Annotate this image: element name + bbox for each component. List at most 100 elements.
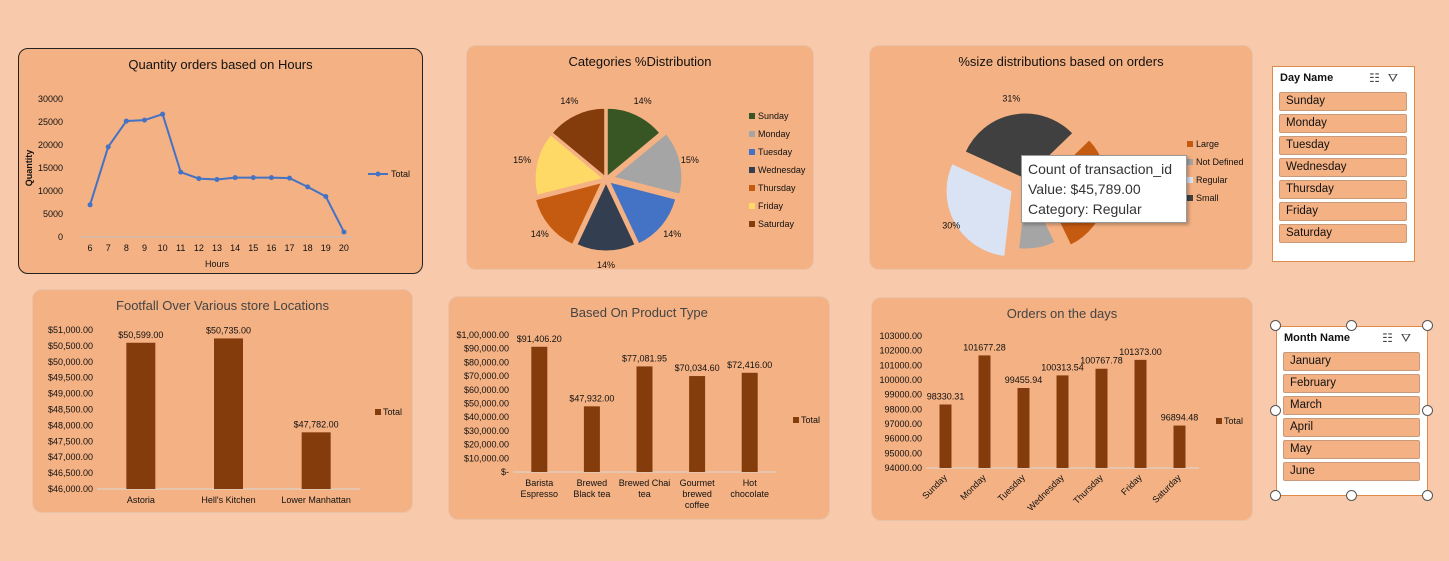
y-tick-label: 94000.00 (884, 463, 922, 473)
bar-astoria[interactable] (126, 343, 155, 489)
bar-barista-espresso[interactable] (531, 347, 547, 472)
legend-swatch (749, 149, 755, 155)
x-tick-label: 9 (142, 243, 147, 253)
resize-handle-bottom-left[interactable] (1270, 490, 1281, 501)
y-tick-label: $49,000.00 (48, 389, 93, 399)
day-slicer-item-tuesday[interactable]: Tuesday (1279, 136, 1407, 155)
y-tick-label: $- (501, 467, 509, 477)
categories-chart-panel[interactable]: Categories %Distribution 14% 15% 14% 14% 14%… (466, 45, 814, 270)
product-chart-panel[interactable]: Based On Product Type $- $10,000.00 $20,00… (448, 296, 830, 520)
bar-data-label: 100313.54 (1041, 362, 1084, 372)
slice-data-label: 14% (597, 260, 615, 270)
bar-saturday[interactable] (1174, 426, 1186, 468)
data-point (215, 177, 220, 182)
legend-swatch (749, 113, 755, 119)
legend-label-total: Total (383, 407, 402, 417)
x-tick-label: Espresso (521, 489, 559, 499)
bar-thursday[interactable] (1096, 369, 1108, 468)
bar-friday[interactable] (1135, 360, 1147, 468)
footfall-bar-chart[interactable]: $46,000.00 $46,500.00 $47,000.00 $47,500.00… (33, 290, 414, 514)
legend-label: Monday (758, 129, 791, 139)
bar-data-label: $77,081.95 (622, 353, 667, 363)
bar-monday[interactable] (979, 355, 991, 468)
multi-select-icon[interactable]: ☷ (1382, 331, 1401, 345)
month-slicer-item-april[interactable]: April (1283, 418, 1420, 437)
bar-wednesday[interactable] (1057, 375, 1069, 468)
resize-handle-bottom-right[interactable] (1422, 490, 1433, 501)
day-slicer-item-saturday[interactable]: Saturday (1279, 224, 1407, 243)
categories-pie-chart[interactable]: 14% 15% 14% 14% 14% 15% 14% Sunday Monday Tuesday… (467, 46, 815, 271)
legend-swatch (749, 221, 755, 227)
multi-select-icon[interactable]: ☷ (1369, 71, 1388, 85)
bar-data-label: 96894.48 (1161, 413, 1199, 423)
clear-filter-icon[interactable]: ⛛ (1388, 71, 1406, 85)
x-tick-label: brewed (682, 489, 712, 499)
resize-handle-bottom[interactable] (1346, 490, 1357, 501)
month-name-slicer[interactable]: Month Name ☷⛛ January February March April M… (1276, 326, 1428, 496)
y-tick-label: $46,000.00 (48, 484, 93, 494)
slice-data-label: 14% (634, 96, 652, 106)
day-name-slicer[interactable]: Day Name ☷⛛ Sunday Monday Tuesday Wednesday… (1272, 66, 1415, 262)
y-tick-label: 10000 (38, 186, 63, 196)
days-chart-panel[interactable]: Orders on the days 94000.00 95000.00 96000… (871, 297, 1253, 521)
day-slicer-item-sunday[interactable]: Sunday (1279, 92, 1407, 111)
bar-brewed-chai-tea[interactable] (637, 366, 653, 472)
legend-swatch (749, 131, 755, 137)
bar-hot-chocolate[interactable] (742, 373, 758, 472)
hours-line-chart[interactable]: 0 5000 10000 15000 20000 25000 30000 6 7 8 9 10 11 12… (19, 49, 424, 275)
resize-handle-right[interactable] (1422, 405, 1433, 416)
clear-filter-icon[interactable]: ⛛ (1401, 331, 1419, 345)
day-slicer-item-friday[interactable]: Friday (1279, 202, 1407, 221)
x-tick-label: 7 (106, 243, 111, 253)
x-tick-label: Black tea (573, 489, 610, 499)
month-slicer-item-june[interactable]: June (1283, 462, 1420, 481)
resize-handle-left[interactable] (1270, 405, 1281, 416)
slice-data-label: 31% (1002, 93, 1020, 103)
x-tick-label: Barista (525, 478, 553, 488)
x-tick-label: 8 (124, 243, 129, 253)
day-slicer-item-thursday[interactable]: Thursday (1279, 180, 1407, 199)
series-line-total (90, 114, 344, 232)
y-tick-label: $1,00,000.00 (456, 330, 509, 340)
month-slicer-item-january[interactable]: January (1283, 352, 1420, 371)
days-bar-chart[interactable]: 94000.00 95000.00 96000.00 97000.00 98000.00… (872, 298, 1254, 522)
bar-brewed-black-tea[interactable] (584, 406, 600, 472)
footfall-chart-panel[interactable]: Footfall Over Various store Locations $4… (32, 289, 413, 513)
x-tick-label: Wednesday (1025, 472, 1066, 513)
size-chart-panel[interactable]: %size distributions based on orders 30% 3… (869, 45, 1253, 270)
data-point (233, 175, 238, 180)
hours-chart-panel[interactable]: Quantity orders based on Hours 0 5000 1000… (18, 48, 423, 274)
bar-tuesday[interactable] (1018, 388, 1030, 468)
bar-gourmet-brewed-coffee[interactable] (689, 376, 705, 472)
legend-swatch (1187, 159, 1193, 165)
day-slicer-item-monday[interactable]: Monday (1279, 114, 1407, 133)
month-slicer-item-february[interactable]: February (1283, 374, 1420, 393)
y-tick-label: $50,500.00 (48, 341, 93, 351)
legend-label: Saturday (758, 219, 795, 229)
slice-data-label: 14% (560, 96, 578, 106)
resize-handle-top-left[interactable] (1270, 320, 1281, 331)
y-tick-label: $90,000.00 (464, 344, 509, 354)
x-tick-label: 12 (194, 243, 204, 253)
x-tick-label: Thursday (1071, 472, 1105, 506)
x-tick-label: Astoria (127, 495, 155, 505)
resize-handle-top-right[interactable] (1422, 320, 1433, 331)
size-slice-regular[interactable] (946, 164, 1012, 257)
data-point (196, 176, 201, 181)
bar-data-label: 100767.78 (1080, 356, 1123, 366)
product-bar-chart[interactable]: $- $10,000.00 $20,000.00 $30,000.00 $40,000.… (449, 297, 831, 521)
bar-hell-s-kitchen[interactable] (214, 338, 243, 489)
bar-lower-manhattan[interactable] (302, 432, 331, 489)
tooltip-line-3: Category: Regular (1028, 199, 1180, 219)
month-slicer-item-may[interactable]: May (1283, 440, 1420, 459)
x-tick-label: Sunday (920, 472, 949, 501)
month-slicer-item-march[interactable]: March (1283, 396, 1420, 415)
x-tick-label: 13 (212, 243, 222, 253)
x-tick-label: 19 (321, 243, 331, 253)
legend-label: Not Defined (1196, 157, 1244, 167)
y-tick-label: 98000.00 (884, 404, 922, 414)
x-tick-label: 11 (176, 243, 185, 253)
resize-handle-top[interactable] (1346, 320, 1357, 331)
bar-sunday[interactable] (940, 404, 952, 468)
day-slicer-item-wednesday[interactable]: Wednesday (1279, 158, 1407, 177)
